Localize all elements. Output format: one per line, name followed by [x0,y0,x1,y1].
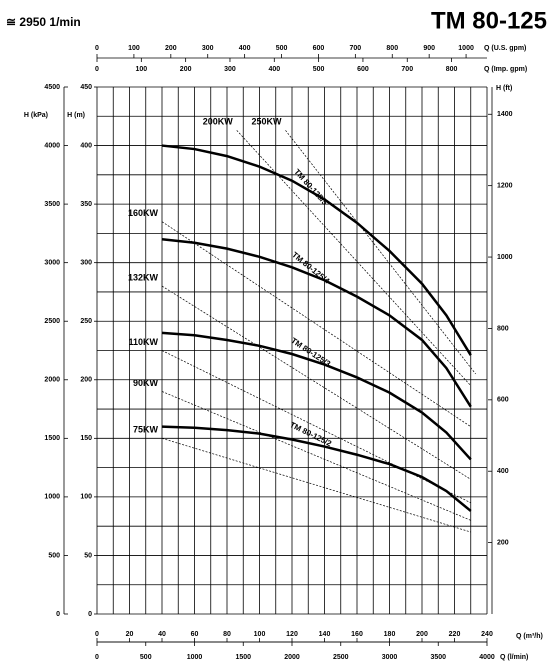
x2-tick-label: 0 [95,66,99,73]
x2-tick-label: 800 [446,66,458,73]
x2-tick-label: 1000 [187,654,203,661]
x2-tick-label: 1000 [458,45,474,52]
x2-tick-label: 0 [95,654,99,661]
y-tick-label: 450 [80,84,92,91]
power-line [161,437,471,533]
x-tick-label: 0 [95,631,99,638]
x2-tick-label: 3000 [382,654,398,661]
x-tick-label: 220 [449,631,461,638]
y-tick-label: 150 [80,435,92,442]
y2-tick-label: 2500 [44,318,60,325]
x2-axis-title: Q (Imp. gpm) [484,66,527,73]
power-line [161,350,471,504]
x-tick-label: 40 [158,631,166,638]
x-tick-label: 180 [384,631,396,638]
curve-label: TM 80-125/3 [289,336,332,369]
x-tick-label: 100 [254,631,266,638]
x2-tick-label: 600 [313,45,325,52]
power-label: 75KW [133,425,159,435]
y2-tick-label: 500 [48,552,60,559]
x-tick-label: 80 [223,631,231,638]
y-tick-label: 400 [80,142,92,149]
power-line [285,130,476,375]
x2-tick-label: 2000 [284,654,300,661]
y-axis-title: H (m) [67,112,85,119]
y3-tick-label: 200 [497,539,509,546]
y-tick-label: 300 [80,260,92,267]
x2-tick-label: 2500 [333,654,349,661]
pump-curve [161,331,472,461]
y3-tick-label: 600 [497,397,509,404]
power-line [236,130,472,386]
power-label: 160KW [128,208,159,218]
power-label: 250KW [251,117,282,127]
y2-tick-label: 1500 [44,435,60,442]
power-line [161,285,471,480]
x2-tick-label: 700 [401,66,413,73]
y2-tick-label: 1000 [44,494,60,501]
x2-tick-label: 300 [202,45,214,52]
x2-tick-label: 200 [180,66,192,73]
x2-tick-label: 100 [135,66,147,73]
x2-tick-label: 300 [224,66,236,73]
y2-axis-title: H (kPa) [24,112,48,119]
y3-tick-label: 1400 [497,111,513,118]
pump-curve [161,144,472,356]
power-label: 200KW [203,117,234,127]
y-tick-label: 200 [80,377,92,384]
x2-tick-label: 200 [165,45,177,52]
y2-tick-label: 4500 [44,84,60,91]
x-axis-title: Q (m³/h) [516,633,543,640]
x2-tick-label: 700 [350,45,362,52]
y2-tick-label: 4000 [44,142,60,149]
y2-tick-label: 2000 [44,377,60,384]
x2-tick-label: 100 [128,45,140,52]
y2-tick-label: 3500 [44,201,60,208]
chart-title: TM 80-125 [431,7,547,34]
x2-axis-title: Q (U.S. gpm) [484,45,526,52]
x2-tick-label: 400 [239,45,251,52]
x2-tick-label: 900 [423,45,435,52]
y2-tick-label: 3000 [44,260,60,267]
speed: ≅ 2950 1/min [6,15,81,29]
power-line [161,391,471,521]
x-tick-label: 240 [481,631,493,638]
x2-tick-label: 1500 [235,654,251,661]
y3-tick-label: 400 [497,468,509,475]
y3-axis-title: H (ft) [496,85,512,92]
x2-tick-label: 500 [313,66,325,73]
x-tick-label: 20 [126,631,134,638]
power-label: 132KW [128,272,159,282]
x2-tick-label: 800 [386,45,398,52]
x2-axis-title: Q (l/min) [500,654,528,661]
pump-curve [161,238,472,408]
power-line [161,221,471,427]
y-tick-label: 0 [88,611,92,618]
x2-tick-label: 400 [268,66,280,73]
y-tick-label: 250 [80,318,92,325]
y-tick-label: 350 [80,201,92,208]
x-tick-label: 140 [319,631,331,638]
x2-tick-label: 600 [357,66,369,73]
power-label: 90KW [133,378,159,388]
y3-tick-label: 1000 [497,254,513,261]
x2-tick-label: 0 [95,45,99,52]
x-tick-label: 200 [416,631,428,638]
x2-tick-label: 3500 [430,654,446,661]
x2-tick-label: 500 [276,45,288,52]
x-tick-label: 120 [286,631,298,638]
x2-tick-label: 4000 [479,654,495,661]
x2-tick-label: 500 [140,654,152,661]
y-tick-label: 50 [84,552,92,559]
x-tick-label: 160 [351,631,363,638]
power-label: 110KW [128,337,158,347]
y-tick-label: 100 [80,494,92,501]
y3-tick-label: 1200 [497,183,513,190]
y3-tick-label: 800 [497,325,509,332]
y2-tick-label: 0 [56,611,60,618]
pump-curve [161,425,472,512]
x-tick-label: 60 [191,631,199,638]
